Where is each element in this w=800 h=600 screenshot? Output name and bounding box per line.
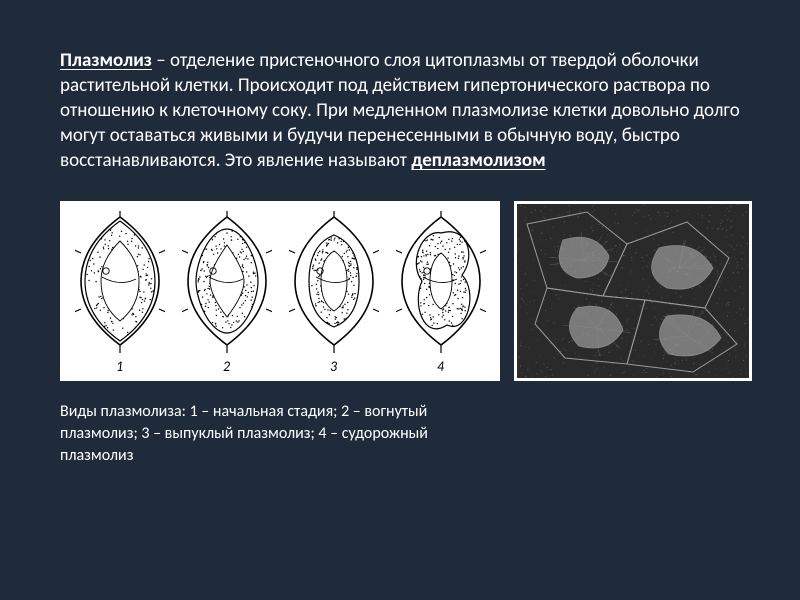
cell-label-2: 2 bbox=[223, 358, 230, 375]
definition-paragraph: Плазмолиз – отделение пристеночного слоя… bbox=[60, 48, 740, 173]
figure-caption: Виды плазмолиза: 1 – начальная стадия; 2… bbox=[60, 401, 480, 466]
definition-body: – отделение пристеночного слоя цитоплазм… bbox=[60, 49, 740, 172]
cell-2: 2 bbox=[182, 211, 272, 375]
cell-1: 1 bbox=[75, 211, 165, 375]
cell-label-4: 4 bbox=[437, 358, 444, 375]
diagram-panel: 1 2 3 4 bbox=[60, 201, 500, 381]
cell-drawing-2 bbox=[182, 211, 272, 356]
cell-drawing-1 bbox=[75, 211, 165, 356]
cell-4: 4 bbox=[396, 211, 486, 375]
micrograph-panel bbox=[514, 201, 752, 381]
figures-row: 1 2 3 4 bbox=[60, 201, 752, 381]
cell-3: 3 bbox=[289, 211, 379, 375]
cell-drawing-4 bbox=[396, 211, 486, 356]
cell-label-1: 1 bbox=[116, 358, 123, 375]
term-deplasmolysis: деплазмолизом bbox=[411, 149, 545, 172]
micrograph-image bbox=[517, 204, 749, 378]
cell-drawing-3 bbox=[289, 211, 379, 356]
cell-label-3: 3 bbox=[330, 358, 337, 375]
term-plasmolysis: Плазмолиз bbox=[60, 49, 152, 72]
